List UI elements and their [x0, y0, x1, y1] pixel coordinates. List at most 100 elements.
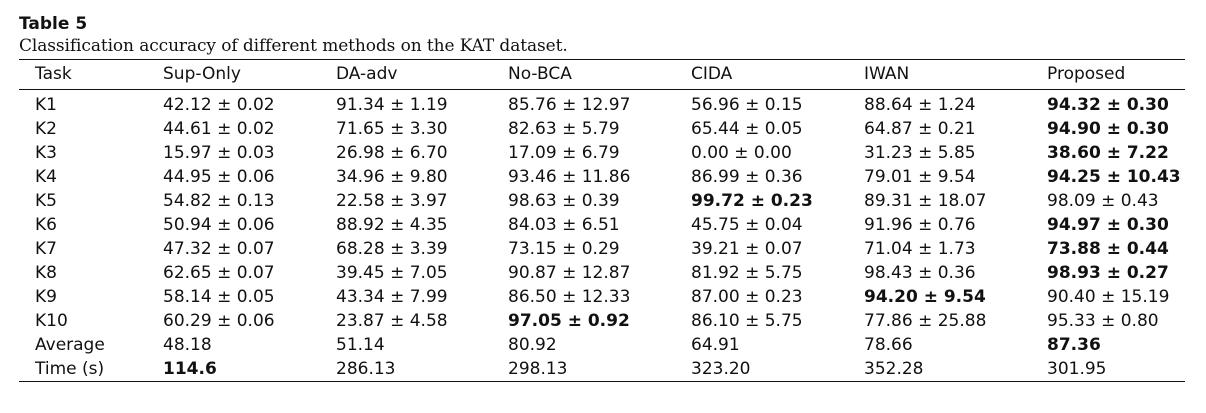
value-cell: 99.72 ± 0.23 [691, 191, 813, 211]
value-cell: 38.60 ± 7.22 [1047, 143, 1169, 163]
value-cell: 17.09 ± 6.79 [508, 143, 620, 163]
value-cell: 87.00 ± 0.23 [691, 287, 803, 307]
table-row: K2 44.61 ± 0.02 71.65 ± 3.30 82.63 ± 5.79 65… [19, 117, 1185, 141]
task-cell: K7 [35, 239, 57, 259]
results-table: Task Sup-Only DA-adv No-BCA CIDA IWAN Pr… [19, 59, 1185, 382]
value-cell: 47.32 ± 0.07 [163, 239, 275, 259]
value-cell: 90.87 ± 12.87 [508, 263, 631, 283]
task-cell: Average [35, 335, 105, 355]
table-row: K1 42.12 ± 0.02 91.34 ± 1.19 85.76 ± 12.97 5… [19, 90, 1185, 118]
table-row: K3 15.97 ± 0.03 26.98 ± 6.70 17.09 ± 6.79 0.… [19, 141, 1185, 165]
task-cell: K10 [35, 311, 68, 331]
value-cell: 42.12 ± 0.02 [163, 95, 275, 115]
header-row: Task Sup-Only DA-adv No-BCA CIDA IWAN Pr… [19, 59, 1185, 90]
column-header-task: Task [35, 64, 72, 84]
value-cell: 97.05 ± 0.92 [508, 311, 630, 331]
value-cell: 56.96 ± 0.15 [691, 95, 803, 115]
column-header-sup-only: Sup-Only [163, 64, 241, 84]
value-cell: 90.40 ± 15.19 [1047, 287, 1170, 307]
value-cell: 94.20 ± 9.54 [864, 287, 986, 307]
value-cell: 352.28 [864, 359, 924, 379]
table-figure: Table 5 Classification accuracy of diffe… [19, 13, 1185, 382]
column-header-da-adv: DA-adv [336, 64, 398, 84]
column-header-no-bca: No-BCA [508, 64, 572, 84]
value-cell: 286.13 [336, 359, 396, 379]
value-cell: 301.95 [1047, 359, 1107, 379]
value-cell: 48.18 [163, 335, 212, 355]
value-cell: 98.09 ± 0.43 [1047, 191, 1159, 211]
task-cell: Time (s) [35, 359, 105, 379]
table-row: K7 47.32 ± 0.07 68.28 ± 3.39 73.15 ± 0.29 39… [19, 237, 1185, 261]
value-cell: 71.04 ± 1.73 [864, 239, 976, 259]
table-header: Task Sup-Only DA-adv No-BCA CIDA IWAN Pr… [19, 59, 1185, 90]
value-cell: 98.93 ± 0.27 [1047, 263, 1169, 283]
value-cell: 87.36 [1047, 335, 1101, 355]
value-cell: 43.34 ± 7.99 [336, 287, 448, 307]
value-cell: 22.58 ± 3.97 [336, 191, 448, 211]
value-cell: 81.92 ± 5.75 [691, 263, 803, 283]
value-cell: 85.76 ± 12.97 [508, 95, 631, 115]
task-cell: K8 [35, 263, 57, 283]
value-cell: 44.61 ± 0.02 [163, 119, 275, 139]
value-cell: 44.95 ± 0.06 [163, 167, 275, 187]
value-cell: 64.87 ± 0.21 [864, 119, 976, 139]
table-label: Table 5 [19, 14, 88, 34]
table-row: K6 50.94 ± 0.06 88.92 ± 4.35 84.03 ± 6.51 45… [19, 213, 1185, 237]
value-cell: 51.14 [336, 335, 385, 355]
task-cell: K5 [35, 191, 57, 211]
value-cell: 323.20 [691, 359, 751, 379]
task-cell: K4 [35, 167, 57, 187]
value-cell: 93.46 ± 11.86 [508, 167, 631, 187]
table-row: Time (s) 114.6 286.13 298.13 323.20 352.28 301… [19, 357, 1185, 382]
value-cell: 78.66 [864, 335, 913, 355]
value-cell: 298.13 [508, 359, 568, 379]
value-cell: 45.75 ± 0.04 [691, 215, 803, 235]
value-cell: 88.92 ± 4.35 [336, 215, 448, 235]
value-cell: 94.25 ± 10.43 [1047, 167, 1181, 187]
value-cell: 86.10 ± 5.75 [691, 311, 803, 331]
column-header-cida: CIDA [691, 64, 733, 84]
value-cell: 54.82 ± 0.13 [163, 191, 275, 211]
value-cell: 68.28 ± 3.39 [336, 239, 448, 259]
table-caption: Classification accuracy of different met… [19, 36, 568, 56]
value-cell: 39.21 ± 0.07 [691, 239, 803, 259]
value-cell: 114.6 [163, 359, 217, 379]
value-cell: 64.91 [691, 335, 740, 355]
value-cell: 98.63 ± 0.39 [508, 191, 620, 211]
value-cell: 86.99 ± 0.36 [691, 167, 803, 187]
table-row: K9 58.14 ± 0.05 43.34 ± 7.99 86.50 ± 12.33 8… [19, 285, 1185, 309]
value-cell: 50.94 ± 0.06 [163, 215, 275, 235]
column-header-proposed: Proposed [1047, 64, 1126, 84]
value-cell: 26.98 ± 6.70 [336, 143, 448, 163]
value-cell: 88.64 ± 1.24 [864, 95, 976, 115]
value-cell: 86.50 ± 12.33 [508, 287, 631, 307]
task-cell: K6 [35, 215, 57, 235]
value-cell: 77.86 ± 25.88 [864, 311, 987, 331]
value-cell: 79.01 ± 9.54 [864, 167, 976, 187]
task-cell: K1 [35, 95, 57, 115]
task-cell: K2 [35, 119, 57, 139]
table-row: Average 48.18 51.14 80.92 64.91 78.66 87.36 [19, 333, 1185, 357]
column-header-iwan: IWAN [864, 64, 910, 84]
table-body: K1 42.12 ± 0.02 91.34 ± 1.19 85.76 ± 12.97 5… [19, 90, 1185, 382]
value-cell: 82.63 ± 5.79 [508, 119, 620, 139]
value-cell: 0.00 ± 0.00 [691, 143, 792, 163]
value-cell: 89.31 ± 18.07 [864, 191, 987, 211]
value-cell: 31.23 ± 5.85 [864, 143, 976, 163]
value-cell: 73.15 ± 0.29 [508, 239, 620, 259]
task-cell: K9 [35, 287, 57, 307]
value-cell: 73.88 ± 0.44 [1047, 239, 1169, 259]
value-cell: 94.97 ± 0.30 [1047, 215, 1169, 235]
value-cell: 34.96 ± 9.80 [336, 167, 448, 187]
task-cell: K3 [35, 143, 57, 163]
value-cell: 39.45 ± 7.05 [336, 263, 448, 283]
value-cell: 65.44 ± 0.05 [691, 119, 803, 139]
value-cell: 84.03 ± 6.51 [508, 215, 620, 235]
value-cell: 94.90 ± 0.30 [1047, 119, 1169, 139]
value-cell: 94.32 ± 0.30 [1047, 95, 1169, 115]
value-cell: 91.96 ± 0.76 [864, 215, 976, 235]
value-cell: 60.29 ± 0.06 [163, 311, 275, 331]
value-cell: 91.34 ± 1.19 [336, 95, 448, 115]
value-cell: 23.87 ± 4.58 [336, 311, 448, 331]
value-cell: 71.65 ± 3.30 [336, 119, 448, 139]
